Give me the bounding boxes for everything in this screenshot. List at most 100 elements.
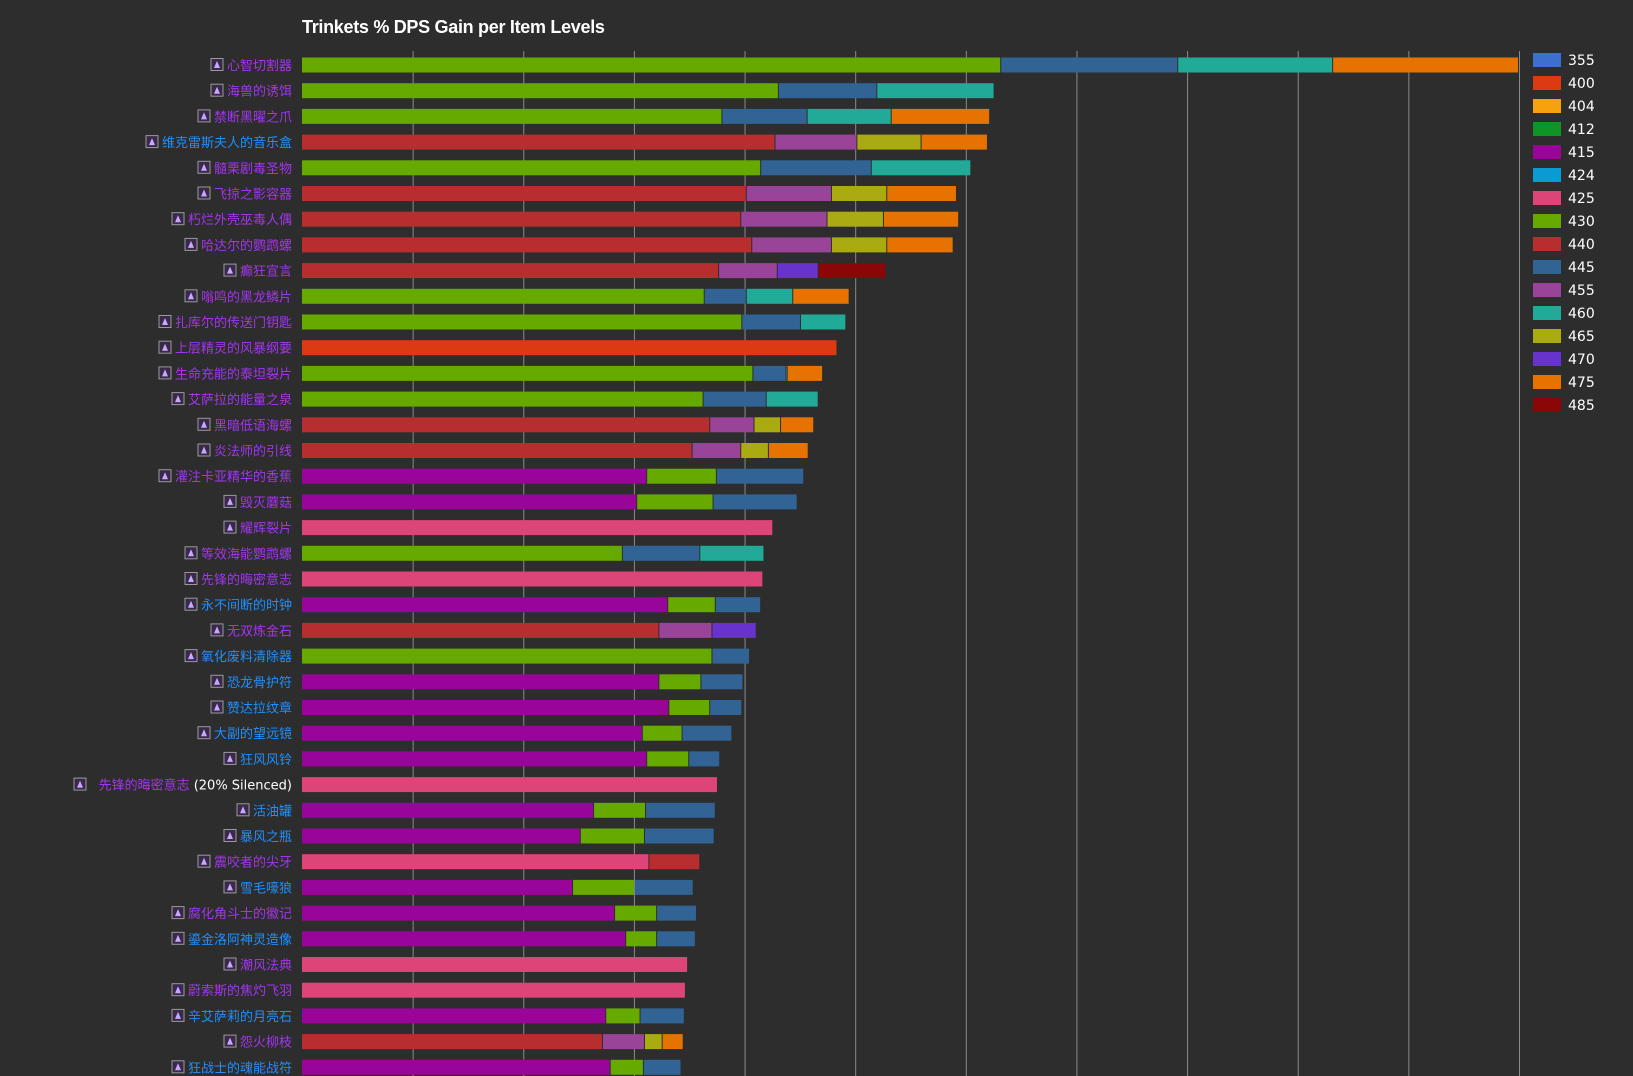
row-label-text[interactable]: 艾萨拉的能量之泉 <box>188 392 292 408</box>
bar-segment-460[interactable] <box>877 83 994 99</box>
bar-segment-455[interactable] <box>746 186 831 201</box>
bar-segment-425[interactable] <box>302 571 763 587</box>
row-label-text[interactable]: 上层精灵的风暴纲要 <box>175 341 292 357</box>
trinket-name[interactable]: 维克雷斯夫人的音乐盒 <box>162 135 292 151</box>
bar-segment-445[interactable] <box>710 700 742 715</box>
bar-segment-445[interactable] <box>643 1059 681 1075</box>
trinket-name[interactable]: 氧化废料清除器 <box>201 649 292 665</box>
row-label-text[interactable]: 耀辉裂片 <box>240 522 292 537</box>
bar-segment-430[interactable] <box>302 160 761 176</box>
trinket-name[interactable]: 恐龙骨护符 <box>227 675 292 691</box>
bar-segment-465[interactable] <box>857 134 921 150</box>
bar-segment-460[interactable] <box>1178 57 1333 73</box>
bar-segment-415[interactable] <box>302 674 659 690</box>
bar-segment-430[interactable] <box>302 391 703 407</box>
row-label-text[interactable]: 灌注卡亚精华的香蕉 <box>175 469 292 485</box>
bar-segment-430[interactable] <box>647 468 716 484</box>
bar-segment-445[interactable] <box>644 828 714 844</box>
bar-segment-440[interactable] <box>302 211 741 227</box>
trinket-name[interactable]: 哈达尔的鹦鹉螺 <box>201 238 292 254</box>
legend-item-412[interactable]: 412 <box>1533 122 1595 138</box>
bar-segment-430[interactable] <box>642 725 682 741</box>
bar-segment-455[interactable] <box>710 417 754 433</box>
trinket-name[interactable]: 腐化角斗士的徽记 <box>188 906 292 922</box>
trinket-name[interactable]: 生命充能的泰坦裂片 <box>175 366 292 382</box>
trinket-name[interactable]: 飞掠之影容器 <box>214 187 292 203</box>
bar-segment-445[interactable] <box>622 545 700 561</box>
bar-segment-455[interactable] <box>775 134 857 150</box>
bar-segment-475[interactable] <box>887 237 953 253</box>
bar-segment-445[interactable] <box>712 648 750 664</box>
bar-segment-455[interactable] <box>752 237 831 253</box>
legend-item-430[interactable]: 430 <box>1533 214 1595 230</box>
row-label-text[interactable]: 海兽的诱饵 <box>227 84 292 100</box>
trinket-name[interactable]: 怨火柳枝 <box>240 1036 292 1051</box>
bar-segment-465[interactable] <box>827 211 883 227</box>
trinket-name[interactable]: 活油罐 <box>253 804 292 819</box>
bar-segment-460[interactable] <box>871 160 971 176</box>
bar-segment-445[interactable] <box>761 160 871 176</box>
trinket-name[interactable]: 震咬者的尖牙 <box>214 855 292 871</box>
bar-segment-440[interactable] <box>302 134 775 150</box>
bar-segment-455[interactable] <box>692 443 741 458</box>
bar-segment-460[interactable] <box>766 391 818 407</box>
trinket-name[interactable]: 扎库尔的传送门钥匙 <box>175 315 292 331</box>
bar-segment-475[interactable] <box>781 417 814 433</box>
bar-segment-430[interactable] <box>637 494 713 510</box>
bar-segment-440[interactable] <box>649 854 700 870</box>
bar-segment-425[interactable] <box>302 777 717 793</box>
bar-segment-415[interactable] <box>302 597 668 613</box>
bar-segment-445[interactable] <box>701 674 743 690</box>
bar-segment-440[interactable] <box>302 237 752 253</box>
trinket-name[interactable]: 炎法师的引线 <box>214 444 292 460</box>
legend-item-445[interactable]: 445 <box>1533 260 1595 276</box>
trinket-name[interactable]: 耀辉裂片 <box>240 522 292 537</box>
bar-segment-430[interactable] <box>606 1008 640 1024</box>
bar-segment-445[interactable] <box>715 597 761 613</box>
row-label-text[interactable]: 潮风法典 <box>240 959 292 974</box>
bar-segment-470[interactable] <box>712 622 756 638</box>
bar-segment-440[interactable] <box>302 443 692 458</box>
bar-segment-440[interactable] <box>302 622 659 638</box>
legend-item-415[interactable]: 415 <box>1533 145 1595 161</box>
bar-segment-475[interactable] <box>921 134 987 150</box>
trinket-name[interactable]: 赞达拉纹章 <box>227 701 292 717</box>
row-label-text[interactable]: 赞达拉纹章 <box>227 701 292 717</box>
legend-item-355[interactable]: 355 <box>1533 53 1595 69</box>
trinket-name[interactable]: 暴风之瓶 <box>240 830 292 845</box>
bar-segment-415[interactable] <box>302 905 615 921</box>
row-label-text[interactable]: 等效海能鹦鹉螺 <box>201 546 292 562</box>
trinket-name[interactable]: 海兽的诱饵 <box>227 84 292 100</box>
trinket-name[interactable]: 禁断黑曜之爪 <box>214 110 292 125</box>
trinket-name[interactable]: 黑暗低语海螺 <box>214 419 292 434</box>
row-label-text[interactable]: 朽烂外壳巫毒人偶 <box>188 213 292 228</box>
row-label-text[interactable]: 禁断黑曜之爪 <box>214 110 292 125</box>
bar-segment-440[interactable] <box>302 186 746 201</box>
bar-segment-445[interactable] <box>689 751 720 767</box>
trinket-name[interactable]: 等效海能鹦鹉螺 <box>201 546 292 562</box>
bar-segment-430[interactable] <box>668 597 715 613</box>
row-label-text[interactable]: 黑暗低语海螺 <box>214 419 292 434</box>
bar-segment-460[interactable] <box>800 314 846 330</box>
trinket-name[interactable]: 先锋的晦密意志 <box>201 572 292 588</box>
bar-segment-460[interactable] <box>807 108 891 124</box>
bar-segment-475[interactable] <box>662 1034 683 1050</box>
bar-segment-430[interactable] <box>647 751 689 767</box>
row-label-text[interactable]: 嗡鸣的黑龙鳞片 <box>201 289 292 305</box>
row-label-text[interactable]: 狂战士的魂能战符 <box>188 1060 292 1076</box>
bar-segment-430[interactable] <box>573 879 635 895</box>
trinket-name[interactable]: 永不间断的时钟 <box>201 598 292 614</box>
bar-segment-460[interactable] <box>746 288 793 304</box>
bar-segment-415[interactable] <box>302 468 647 484</box>
bar-segment-445[interactable] <box>704 288 746 304</box>
trinket-name[interactable]: 嗡鸣的黑龙鳞片 <box>201 289 292 305</box>
bar-segment-475[interactable] <box>787 365 823 381</box>
legend-item-400[interactable]: 400 <box>1533 76 1595 92</box>
row-label-text[interactable]: 心智切割器 <box>227 58 292 74</box>
bar-segment-475[interactable] <box>768 443 808 458</box>
bar-segment-445[interactable] <box>640 1008 684 1024</box>
trinket-name[interactable]: 艾萨拉的能量之泉 <box>188 392 292 408</box>
row-label-text[interactable]: 生命充能的泰坦裂片 <box>175 366 292 382</box>
row-label-text[interactable]: 永不间断的时钟 <box>201 598 292 614</box>
legend-item-455[interactable]: 455 <box>1533 283 1595 299</box>
